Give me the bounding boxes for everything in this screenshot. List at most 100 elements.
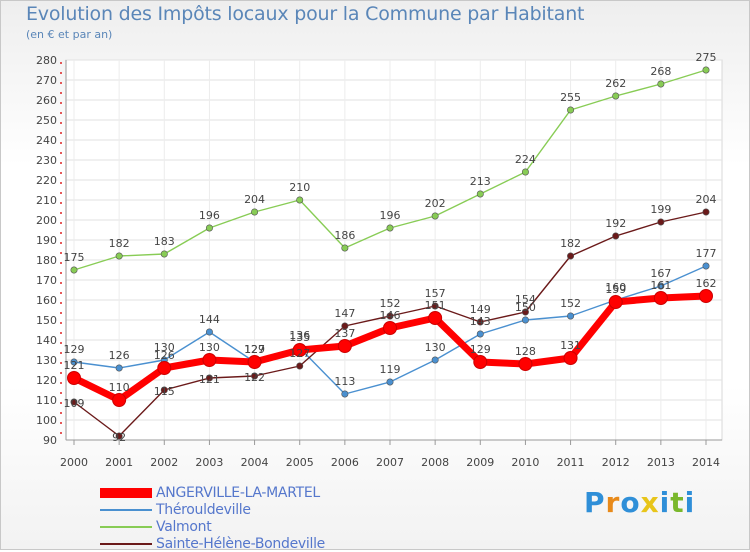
legend-swatch — [100, 508, 152, 511]
data-label-th-rouldeville: 130 — [154, 341, 175, 354]
data-label-valmont: 186 — [334, 229, 355, 242]
data-point-valmont — [70, 266, 78, 274]
y-tick-label: 170 — [36, 274, 57, 287]
data-label-valmont: 175 — [64, 251, 85, 264]
data-label-sainte-h-l-ne-bondeville: 121 — [199, 373, 220, 386]
data-point-sainte-h-l-ne-bondeville — [386, 312, 394, 320]
data-point-sainte-h-l-ne-bondeville — [205, 374, 213, 382]
data-label-angerville-la-martel: 126 — [154, 349, 175, 362]
chart-title: Evolution des Impôts locaux pour la Comm… — [26, 3, 585, 25]
legend-item-angerville-la-martel: ANGERVILLE-LA-MARTEL — [100, 484, 325, 501]
data-label-th-rouldeville: 152 — [560, 297, 581, 310]
data-label-angerville-la-martel: 146 — [380, 309, 401, 322]
x-tick-label: 2009 — [466, 456, 494, 469]
data-label-th-rouldeville: 129 — [244, 343, 265, 356]
data-label-th-rouldeville: 129 — [64, 343, 85, 356]
x-tick-label: 2011 — [557, 456, 585, 469]
logo-letter: o — [620, 486, 641, 519]
y-tick-label: 270 — [36, 74, 57, 87]
y-tick-label: 140 — [36, 334, 57, 347]
legend-item-th-rouldeville: Thérouldeville — [100, 501, 325, 518]
y-tick-label: 230 — [36, 154, 57, 167]
data-point-sainte-h-l-ne-bondeville — [251, 372, 259, 380]
data-point-valmont — [160, 250, 168, 258]
data-label-angerville-la-martel: 121 — [64, 359, 85, 372]
data-point-sainte-h-l-ne-bondeville — [521, 308, 529, 316]
x-tick-label: 2010 — [511, 456, 539, 469]
axes: 90 100 110 120 130 140 150 160 170 180 190 200 210 22… — [36, 54, 722, 469]
data-point-angerville-la-martel — [518, 357, 533, 371]
y-tick-label: 90 — [43, 434, 57, 447]
y-tick-label: 120 — [36, 374, 57, 387]
y-tick-label: 260 — [36, 94, 57, 107]
data-point-angerville-la-martel — [608, 295, 623, 309]
data-point-th-rouldeville — [702, 262, 710, 270]
data-point-th-rouldeville — [386, 378, 394, 386]
data-label-sainte-h-l-ne-bondeville: 147 — [334, 307, 355, 320]
data-point-valmont — [657, 80, 665, 88]
data-label-sainte-h-l-ne-bondeville: 115 — [154, 385, 175, 398]
data-label-th-rouldeville: 136 — [289, 329, 310, 342]
data-point-angerville-la-martel — [383, 321, 397, 335]
y-tick-label: 180 — [36, 254, 57, 267]
data-point-sainte-h-l-ne-bondeville — [476, 318, 484, 326]
data-point-sainte-h-l-ne-bondeville — [567, 252, 575, 260]
data-label-valmont: 255 — [560, 91, 581, 104]
chart-subtitle: (en € et par an) — [26, 28, 113, 41]
legend-label: Sainte-Hélène-Bondeville — [156, 535, 325, 552]
data-label-sainte-h-l-ne-bondeville: 152 — [380, 297, 401, 310]
data-label-sainte-h-l-ne-bondeville: 199 — [650, 203, 671, 216]
data-point-angerville-la-martel — [337, 339, 352, 353]
data-label-angerville-la-martel: 127 — [244, 343, 265, 356]
data-label-valmont: 204 — [244, 193, 265, 206]
legend-swatch — [100, 525, 152, 528]
y-tick-label: 190 — [36, 234, 57, 247]
x-tick-label: 2013 — [647, 456, 675, 469]
data-label-angerville-la-martel: 161 — [650, 279, 671, 292]
y-tick-label: 160 — [36, 294, 57, 307]
data-label-th-rouldeville: 167 — [650, 267, 671, 280]
data-label-sainte-h-l-ne-bondeville: 182 — [560, 237, 581, 250]
data-label-th-rouldeville: 143 — [470, 315, 491, 328]
data-point-th-rouldeville — [657, 282, 665, 290]
data-point-sainte-h-l-ne-bondeville — [612, 232, 620, 240]
data-label-sainte-h-l-ne-bondeville: 92 — [112, 431, 126, 444]
data-point-angerville-la-martel — [157, 361, 172, 375]
logo-letter: i — [659, 486, 671, 519]
logo-letter: r — [605, 486, 621, 519]
data-label-angerville-la-martel: 137 — [334, 327, 355, 340]
legend-label: ANGERVILLE-LA-MARTEL — [156, 484, 320, 501]
data-point-angerville-la-martel — [202, 353, 217, 367]
data-point-th-rouldeville — [476, 330, 484, 338]
data-label-th-rouldeville: 177 — [696, 247, 717, 260]
data-label-valmont: 262 — [605, 77, 626, 90]
data-point-sainte-h-l-ne-bondeville — [702, 208, 710, 216]
data-label-valmont: 202 — [425, 197, 446, 210]
data-point-sainte-h-l-ne-bondeville — [657, 218, 665, 226]
data-point-th-rouldeville — [70, 358, 78, 366]
data-label-sainte-h-l-ne-bondeville: 127 — [289, 347, 310, 360]
x-tick-label: 2014 — [692, 456, 720, 469]
data-point-valmont — [431, 212, 439, 220]
logo-letter: i — [684, 486, 696, 519]
data-label-angerville-la-martel: 128 — [515, 345, 536, 358]
legend-label: Valmont — [156, 518, 212, 535]
data-point-angerville-la-martel — [653, 291, 668, 305]
data-point-valmont — [476, 190, 484, 198]
data-label-valmont: 275 — [696, 51, 717, 64]
y-tick-label: 280 — [36, 54, 57, 67]
x-tick-label: 2005 — [286, 456, 314, 469]
data-label-valmont: 196 — [380, 209, 401, 222]
data-point-angerville-la-martel — [428, 311, 443, 325]
data-point-th-rouldeville — [521, 316, 529, 324]
data-point-valmont — [205, 224, 213, 232]
data-label-sainte-h-l-ne-bondeville: 157 — [425, 287, 446, 300]
x-tick-label: 2012 — [602, 456, 630, 469]
y-tick-label: 250 — [36, 114, 57, 127]
data-label-angerville-la-martel: 130 — [199, 341, 220, 354]
x-tick-label: 2008 — [421, 456, 449, 469]
data-point-angerville-la-martel — [67, 371, 81, 385]
data-point-valmont — [251, 208, 259, 216]
y-tick-label: 110 — [36, 394, 57, 407]
legend-item-sainte-h-l-ne-bondeville: Sainte-Hélène-Bondeville — [100, 535, 325, 552]
